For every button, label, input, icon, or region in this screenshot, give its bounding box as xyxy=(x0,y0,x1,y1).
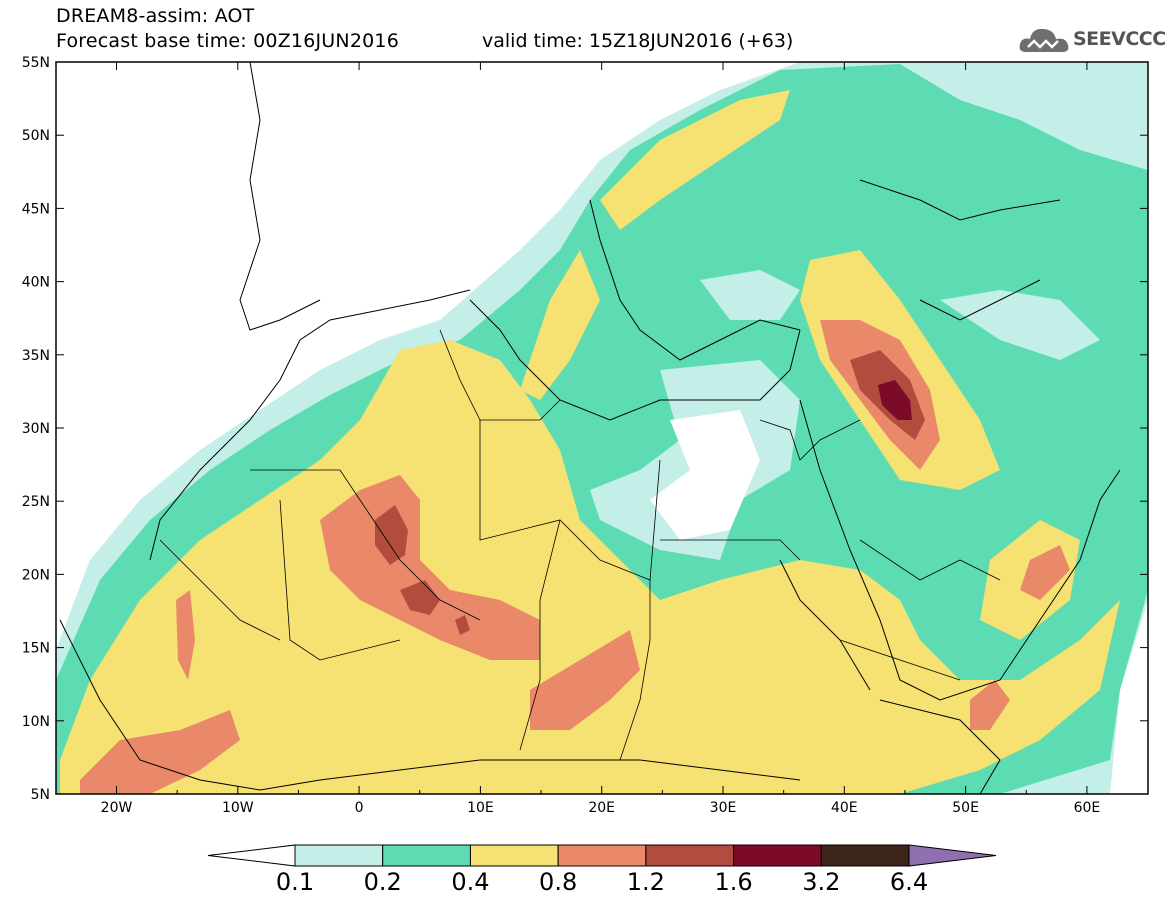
colorbar-level-label: 0.1 xyxy=(275,868,315,896)
colorbar-level-label: 0.2 xyxy=(363,868,402,896)
lat-label: 55N xyxy=(22,55,50,71)
colorbar-segment xyxy=(820,844,910,867)
lat-label: 40N xyxy=(22,275,50,291)
lon-label: 50E xyxy=(952,800,979,816)
logo-text: SEEVCCC xyxy=(1073,28,1165,50)
aot-pocket-caspian xyxy=(940,290,1100,360)
lon-label: 10W xyxy=(222,800,254,816)
lat-label: 5N xyxy=(31,787,50,803)
aot-band-0.4-sudan xyxy=(760,570,880,700)
lat-label: 15N xyxy=(22,641,50,657)
longitude-axis: 20W 10W 0 10E 20E 30E 40E 50E 60E xyxy=(101,62,1101,816)
aot-band-0.4-italy xyxy=(520,250,600,400)
country-borders xyxy=(159,329,1001,761)
colorbar-level-label: 1.6 xyxy=(714,868,753,896)
colorbar-segment xyxy=(733,844,822,867)
lat-label: 20N xyxy=(22,567,50,583)
forecast-base-time: Forecast base time: 00Z16JUN2016 xyxy=(56,30,399,52)
lon-label: 0 xyxy=(355,800,364,816)
colorbar-high-triangle xyxy=(908,844,997,867)
colorbar-segment xyxy=(382,844,471,867)
colorbar-low-triangle xyxy=(207,844,296,867)
aot-band-0.8-westafrica xyxy=(80,710,240,794)
aot-band-0.8-senegal xyxy=(176,590,195,680)
seevccc-logo: SEEVCCC xyxy=(1018,22,1165,58)
map-title: DREAM8-assim: AOT xyxy=(56,5,255,27)
coastlines xyxy=(59,62,1121,794)
aot-band-0.4-balkans xyxy=(600,90,790,230)
colorbar-level-label: 1.2 xyxy=(626,868,665,896)
lon-label: 20E xyxy=(588,800,615,816)
aot-band-0.8-somalia xyxy=(970,680,1010,730)
lat-label: 35N xyxy=(22,348,50,364)
lat-label: 50N xyxy=(22,128,50,144)
colorbar-level-label: 6.4 xyxy=(889,868,929,896)
lat-label: 30N xyxy=(22,421,50,437)
colorbar-segment xyxy=(645,844,735,867)
colorbar-level-label: 3.2 xyxy=(802,868,841,896)
valid-time: valid time: 15Z18JUN2016 (+63) xyxy=(482,30,794,52)
aot-band-1.2-niger2 xyxy=(455,615,470,635)
lat-label: 45N xyxy=(22,201,50,217)
colorbar xyxy=(207,844,997,867)
aot-pocket-egypt-clear xyxy=(650,410,760,540)
colorbar-level-label: 0.8 xyxy=(539,868,578,896)
lon-label: 60E xyxy=(1074,800,1101,816)
latitude-axis: 55N 50N 45N 40N 35N 30N 25N 20N 15N 10N 5N xyxy=(22,55,1148,803)
colorbar-segment xyxy=(294,844,384,867)
lon-label: 40E xyxy=(831,800,858,816)
colorbar-level-label: 0.4 xyxy=(451,868,490,896)
aot-band-1.6-iraq xyxy=(878,380,912,420)
aot-band-1.2-mali xyxy=(375,505,408,565)
lat-label: 10N xyxy=(22,714,50,730)
lat-label: 25N xyxy=(22,494,50,510)
aot-contours xyxy=(56,62,1148,794)
aot-band-1.2-niger xyxy=(400,580,440,615)
lon-label: 20W xyxy=(101,800,133,816)
aot-band-0.8-nigeria xyxy=(530,630,640,730)
cloud-icon xyxy=(1019,28,1069,52)
aot-band-0.8-oman xyxy=(1020,545,1070,600)
colorbar-segment xyxy=(557,844,647,867)
colorbar-segment xyxy=(469,844,559,867)
lon-label: 30E xyxy=(710,800,737,816)
aot-pocket-turkey xyxy=(700,270,800,320)
lon-label: 10E xyxy=(467,800,494,816)
